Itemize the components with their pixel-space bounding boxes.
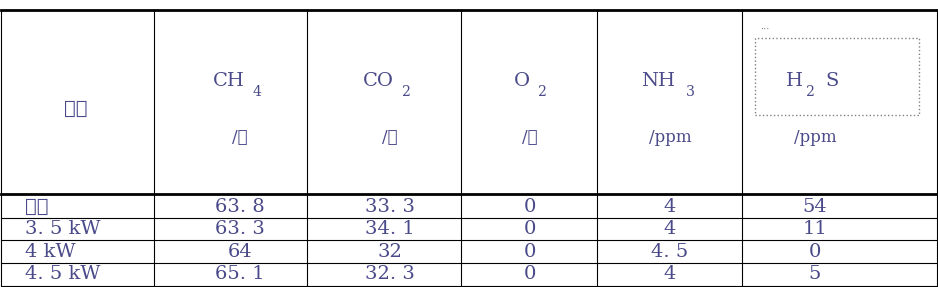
Text: 2: 2 [537,85,546,99]
Text: 5: 5 [809,265,822,284]
Text: 63. 3: 63. 3 [215,220,265,238]
Text: 4: 4 [664,197,676,216]
Text: NH: NH [641,72,675,90]
Text: /％: /％ [382,129,398,146]
Text: 4: 4 [664,220,676,238]
Text: 4: 4 [252,85,261,99]
Text: /％: /％ [522,129,537,146]
Text: 0: 0 [523,265,536,284]
Text: 2: 2 [401,85,411,99]
Text: 4: 4 [664,265,676,284]
Text: 4. 5 kW: 4. 5 kW [24,265,100,284]
Text: 4. 5: 4. 5 [652,243,688,261]
Text: 4 kW: 4 kW [24,243,75,261]
Text: 11: 11 [803,220,827,238]
Bar [755,38,919,115]
Text: CO: CO [363,72,394,90]
Text: 63. 8: 63. 8 [215,197,265,216]
Text: 33. 3: 33. 3 [365,197,415,216]
Text: O: O [514,72,530,90]
Text: 32. 3: 32. 3 [365,265,415,284]
Text: 64: 64 [228,243,252,261]
Text: /％: /％ [232,129,248,146]
Text: 0: 0 [809,243,822,261]
Text: 65. 1: 65. 1 [215,265,265,284]
Text: 32: 32 [377,243,402,261]
Text: 3. 5 kW: 3. 5 kW [24,220,100,238]
Text: 0: 0 [523,220,536,238]
Text: 2: 2 [806,85,815,99]
Text: H: H [786,72,803,90]
Text: 0: 0 [523,197,536,216]
Text: 0: 0 [523,243,536,261]
Text: S: S [825,72,839,90]
Text: 54: 54 [803,197,827,216]
Text: 空白: 空白 [24,197,48,216]
Text: 3: 3 [687,85,695,99]
Text: ···: ··· [760,25,769,34]
Text: 组别: 组别 [65,100,88,118]
Text: CH: CH [213,72,245,90]
Text: /ppm: /ppm [649,129,691,146]
Text: 34. 1: 34. 1 [365,220,415,238]
Text: /ppm: /ppm [794,129,837,146]
